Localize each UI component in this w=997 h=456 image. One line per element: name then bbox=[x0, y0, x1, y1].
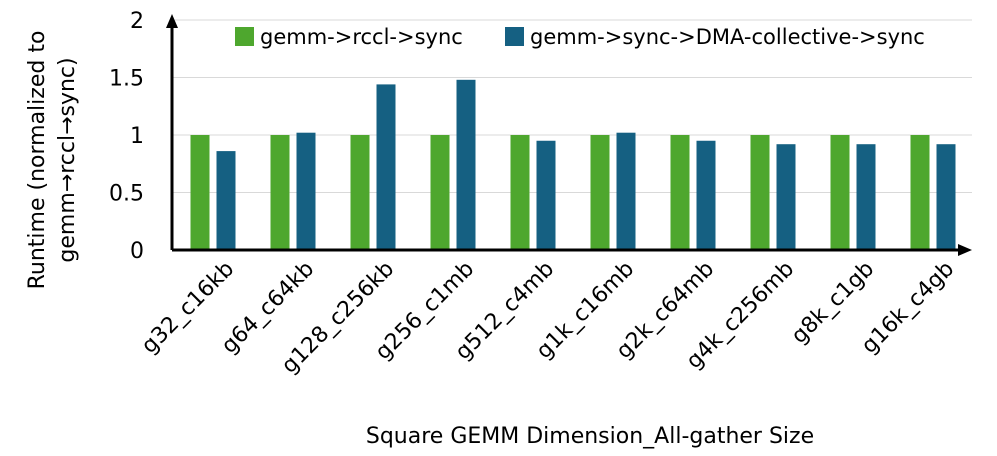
bar-series-1-g32_c16kb bbox=[190, 135, 210, 250]
bar-series-2-g16k_c4gb bbox=[936, 144, 956, 250]
bar-series-2-g1k_c16mb bbox=[616, 132, 636, 250]
bar-series-1-g256_c1mb bbox=[430, 135, 450, 250]
bar-series-1-g8k_c1gb bbox=[830, 135, 850, 250]
x-axis-arrow-icon bbox=[958, 244, 972, 256]
y-tick-label: 1 bbox=[130, 124, 144, 149]
bar-series-2-g64_c64kb bbox=[296, 132, 316, 250]
y-tick-label: 1.5 bbox=[109, 67, 144, 92]
y-tick-label: 0 bbox=[130, 239, 144, 264]
bar-series-2-g256_c1mb bbox=[456, 79, 476, 250]
bar-series-2-g4k_c256mb bbox=[776, 144, 796, 250]
bar-series-2-g128_c256kb bbox=[376, 84, 396, 251]
bar-series-1-g1k_c16mb bbox=[590, 135, 610, 250]
x-axis-title: Square GEMM Dimension_All-gather Size bbox=[366, 424, 814, 449]
bar-series-1-g2k_c64mb bbox=[670, 135, 690, 250]
bar-series-1-g16k_c4gb bbox=[910, 135, 930, 250]
bar-series-1-g512_c4mb bbox=[510, 135, 530, 250]
bar-series-1-g128_c256kb bbox=[350, 135, 370, 250]
legend-label-series-2: gemm->sync->DMA-collective->sync bbox=[530, 25, 925, 49]
bar-series-2-g8k_c1gb bbox=[856, 144, 876, 250]
legend-swatch-series-2 bbox=[505, 27, 524, 46]
x-tick-labels: g32_c16kbg64_c64kbg128_c256kbg256_c1mbg5… bbox=[137, 257, 959, 379]
y-tick-label: 2 bbox=[130, 9, 144, 34]
y-tick-labels: 0 0.5 1 1.5 2 bbox=[109, 9, 144, 264]
y-tick-label: 0.5 bbox=[109, 182, 144, 207]
axes bbox=[166, 14, 972, 256]
y-axis-title-line2: gemm→rccl→sync) bbox=[55, 57, 80, 262]
bar-series-2-g32_c16kb bbox=[216, 151, 236, 250]
legend-label-series-1: gemm->rccl->sync bbox=[260, 25, 463, 49]
bar-series-1-g64_c64kb bbox=[270, 135, 290, 250]
legend: gemm->rccl->sync gemm->sync->DMA-collect… bbox=[235, 25, 925, 49]
bars bbox=[190, 79, 956, 251]
y-axis-title-line1: Runtime (normalized to bbox=[25, 31, 50, 290]
y-axis-arrow-icon bbox=[166, 14, 178, 28]
bar-series-2-g2k_c64mb bbox=[696, 140, 716, 250]
bar-series-1-g4k_c256mb bbox=[750, 135, 770, 250]
bar-series-2-g512_c4mb bbox=[536, 140, 556, 250]
legend-swatch-series-1 bbox=[235, 27, 254, 46]
